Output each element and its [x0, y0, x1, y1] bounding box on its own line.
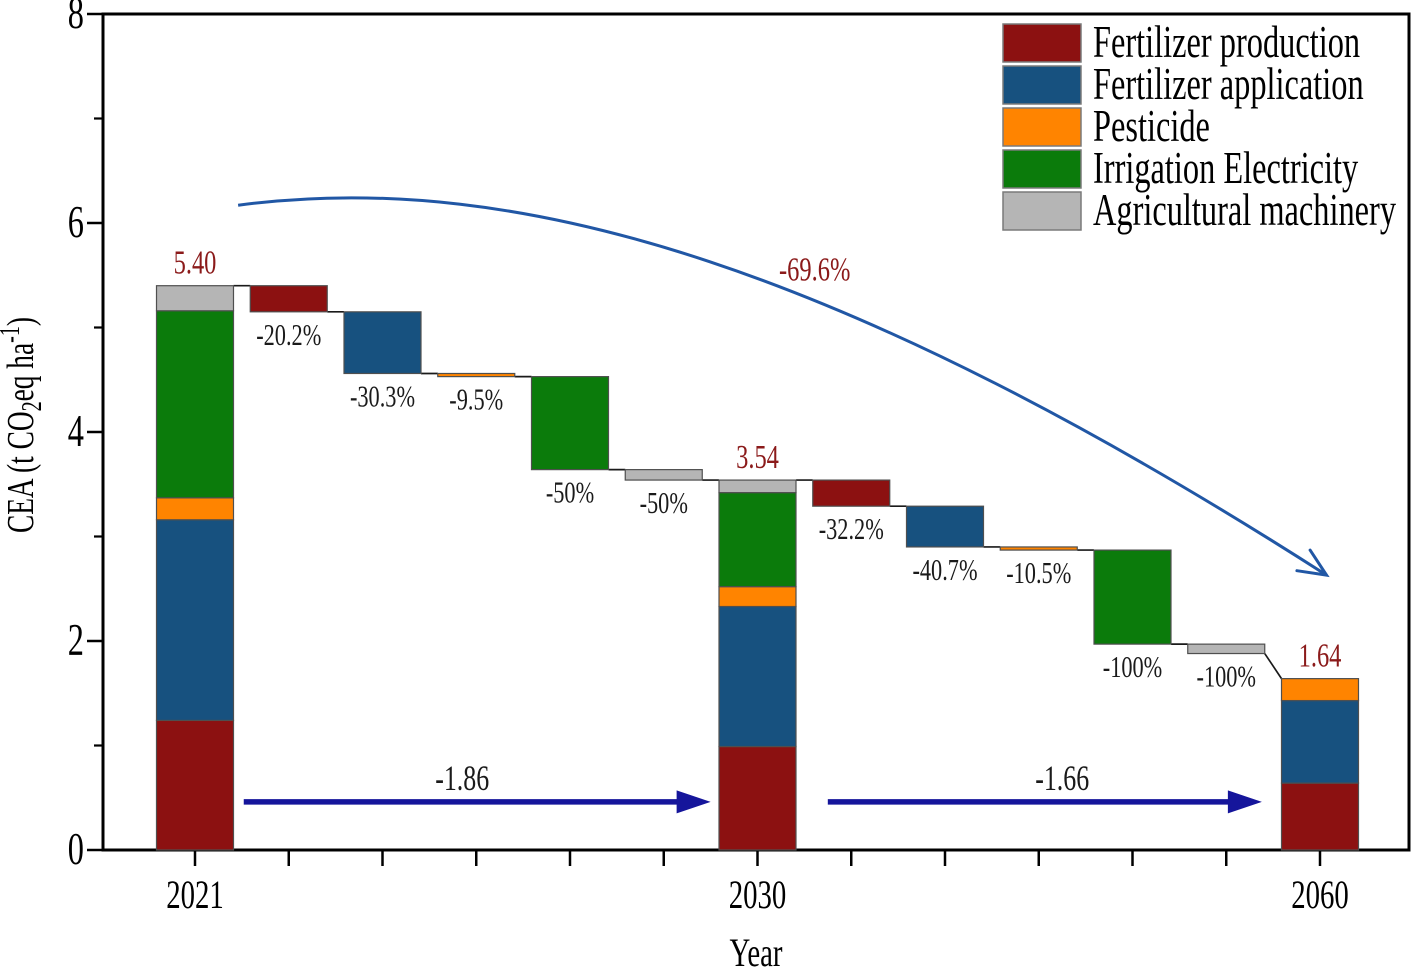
legend-label-0: Fertilizer production [1093, 18, 1360, 67]
period-drop-1-label: -1.86 [435, 758, 489, 798]
y-tick-label: 2 [68, 616, 84, 665]
step-percent-label: -9.5% [449, 382, 503, 416]
step-bar-7 [812, 479, 891, 507]
step-percent-label: -50% [546, 475, 594, 509]
total-bar-segment-2030-1 [718, 605, 797, 748]
total-bar-segment-2030-2 [718, 586, 797, 608]
legend-swatch-2 [1002, 107, 1082, 147]
overall-drop-label: -69.6% [779, 252, 850, 289]
y-axis-title-part: ) [0, 317, 42, 326]
step-bar-10 [1093, 549, 1172, 645]
step-bar-11 [1187, 643, 1266, 655]
overall-drop-curve [237, 196, 1328, 577]
step-bar-9 [999, 546, 1078, 551]
legend-swatch-1 [1002, 65, 1082, 105]
overall-drop-head [1295, 548, 1330, 578]
total-bar-segment-2021-1 [155, 519, 235, 722]
step-percent-label: -100% [1197, 659, 1256, 693]
step-bar-1 [249, 285, 328, 313]
step-bar-5 [624, 469, 703, 481]
y-tick-label: 8 [68, 0, 84, 38]
step-bar-8 [905, 505, 985, 548]
y-axis-title-part: CEA (t CO [0, 411, 42, 533]
x-axis-title: Year [729, 930, 782, 973]
x-tick-label: 2030 [729, 872, 787, 917]
total-bar-segment-2021-2 [155, 497, 235, 521]
total-bar-segment-2060-1 [1280, 699, 1360, 784]
x-tick-label: 2021 [166, 872, 224, 917]
y-tick-label: 4 [68, 407, 84, 456]
total-bar-segment-2030-4 [718, 479, 797, 494]
legend-label-3: Irrigation Electricity [1093, 144, 1359, 193]
step-percent-label: -50% [640, 486, 688, 520]
connectors-layer [233, 284, 1283, 680]
total-value-label-2030: 3.54 [736, 439, 779, 476]
y-tick-label: 0 [68, 825, 84, 874]
total-value-label-2060: 1.64 [1299, 638, 1342, 675]
final-diagonal-connector [1264, 653, 1283, 680]
period-drop-2-label: -1.66 [1035, 758, 1089, 798]
total-bar-segment-2060-2 [1280, 678, 1360, 702]
total-value-label-2021: 5.40 [174, 245, 217, 282]
period-drop-1-head [676, 790, 711, 814]
total-bar-segment-2021-4 [155, 285, 235, 312]
legend-label-4: Agricultural machinery [1093, 186, 1396, 235]
step-percent-label: -40.7% [912, 552, 977, 586]
annotations-layer: -1.86 -1.66 -69.6% [237, 196, 1330, 814]
y-axis-title-part: eq ha [0, 343, 42, 402]
step-bars-layer: -20.2% -30.3% -9.5% -50% -50% -32.2% -40.7% -10… [249, 285, 1266, 693]
y-axis-title: CEA (t CO2eq ha-1) [0, 317, 48, 533]
legend-label-2: Pesticide [1093, 102, 1210, 151]
total-bar-segment-2030-0 [718, 745, 797, 851]
step-percent-label: -100% [1103, 650, 1162, 684]
total-bar-segment-2021-3 [155, 310, 235, 499]
step-bar-3 [437, 372, 516, 378]
legend-swatch-0 [1002, 23, 1082, 63]
total-bar-segment-2060-0 [1280, 782, 1360, 851]
y-axis-title-part: -1 [0, 326, 26, 343]
step-percent-label: -30.3% [350, 379, 415, 413]
step-percent-label: -10.5% [1006, 556, 1071, 590]
total-bar-segment-2030-3 [718, 492, 797, 588]
period-drop-2-head [1227, 790, 1262, 814]
total-bar-segment-2021-0 [155, 719, 235, 851]
bars-layer: 5.40 3.54 1.64 [155, 245, 1360, 851]
y-tick-label: 6 [68, 198, 84, 247]
step-percent-label: -20.2% [256, 317, 321, 351]
legend-label-1: Fertilizer application [1093, 60, 1364, 109]
step-percent-label: -32.2% [819, 512, 884, 546]
step-bar-4 [530, 376, 610, 471]
legend-swatch-4 [1002, 191, 1082, 231]
axis-ticks-layer: 0 2 4 6 8 2021 2030 2060 [68, 0, 1349, 917]
x-tick-label: 2060 [1291, 872, 1349, 917]
y-axis-title-part: 2 [17, 401, 48, 411]
step-bar-2 [343, 311, 422, 375]
legend-swatch-3 [1002, 149, 1082, 189]
